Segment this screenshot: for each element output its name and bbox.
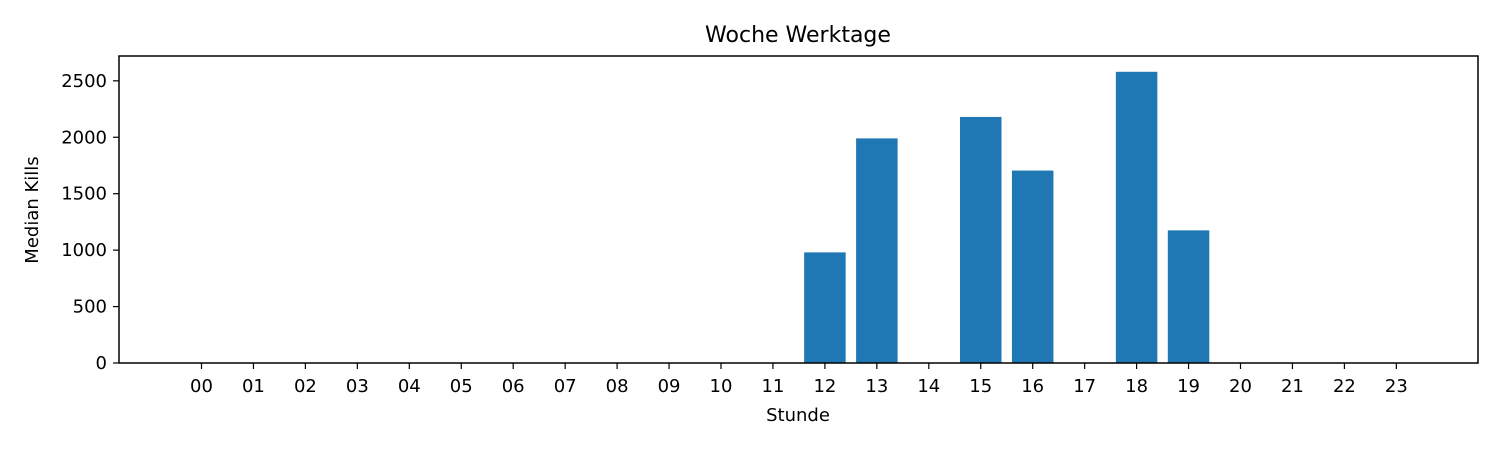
x-axis-ticks: 00 01 02 03 04 05 06 07 08 09 10 11 12 13 14 15 16 17 18 19… [190,363,1408,397]
x-tick-label-07: 07 [554,376,577,397]
x-tick-label-21: 21 [1281,376,1304,397]
x-tick-label-00: 00 [190,376,213,397]
y-tick-label-1000: 1000 [61,240,107,261]
bar-13 [856,138,898,363]
x-tick-label-13: 13 [865,376,888,397]
chart-title: Woche Werktage [705,23,891,48]
x-tick-label-20: 20 [1229,376,1252,397]
x-tick-label-18: 18 [1125,376,1148,397]
y-tick-label-0: 0 [96,353,107,374]
x-tick-label-02: 02 [294,376,317,397]
x-tick-label-23: 23 [1385,376,1408,397]
x-tick-label-17: 17 [1073,376,1096,397]
x-tick-label-11: 11 [761,376,784,397]
bar-15 [960,116,1002,363]
x-tick-label-22: 22 [1333,376,1356,397]
x-tick-label-14: 14 [917,376,940,397]
x-tick-label-03: 03 [346,376,369,397]
x-tick-label-06: 06 [502,376,525,397]
y-tick-label-500: 500 [73,297,107,318]
y-axis-label: Median Kills [22,156,43,263]
x-tick-label-05: 05 [450,376,473,397]
y-tick-label-1500: 1500 [61,184,107,205]
plot-frame [118,55,1479,364]
x-tick-label-10: 10 [710,376,733,397]
x-tick-label-08: 08 [606,376,629,397]
x-tick-label-01: 01 [242,376,265,397]
x-tick-label-15: 15 [969,376,992,397]
y-axis-ticks: 0 500 1000 1500 2000 2500 [61,71,119,374]
x-axis-label: Stunde [766,405,830,426]
bar-19 [1167,230,1210,363]
bars-group [804,71,1210,364]
x-tick-label-09: 09 [658,376,681,397]
x-tick-label-04: 04 [398,376,421,397]
y-tick-label-2500: 2500 [61,71,107,92]
y-tick-label-2000: 2000 [61,127,107,148]
x-tick-label-16: 16 [1021,376,1044,397]
x-tick-label-12: 12 [813,376,836,397]
x-tick-label-19: 19 [1177,376,1200,397]
bar-12 [804,252,846,363]
bar-18 [1115,71,1158,364]
bar-16 [1011,170,1054,363]
